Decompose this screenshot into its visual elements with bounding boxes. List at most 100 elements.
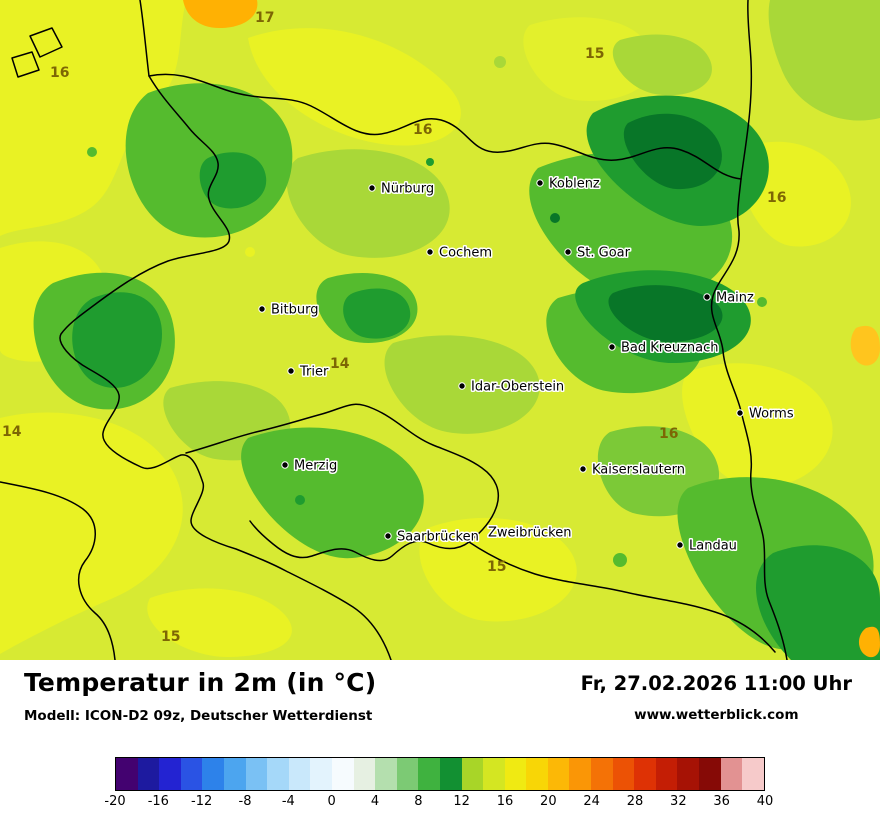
legend-tick-label: 28 (626, 794, 644, 809)
legend-color-segment (202, 758, 224, 790)
legend-color-segment (159, 758, 181, 790)
city-label: Kaiserslautern (592, 463, 685, 478)
legend-tick-label: 36 (713, 794, 730, 809)
temperature-value: 16 (413, 122, 432, 138)
legend-tick-label: -4 (281, 794, 295, 809)
legend-color-segment (461, 758, 484, 790)
city-marker-dot (676, 541, 684, 549)
border-enclave-1 (29, 27, 63, 58)
temperature-value: 14 (2, 424, 22, 440)
legend-color-segment (569, 758, 592, 790)
city-marker-dot (579, 465, 587, 473)
legend-color-segment (526, 758, 548, 790)
city-marker-dot (426, 248, 434, 256)
city-marker-dot (281, 461, 289, 469)
map-area: 17 16 15 16 16 14 14 16 15 15 Nürburg Koblenz Coche… (0, 0, 880, 660)
legend-color-segment (245, 758, 268, 790)
city-marker-dot (608, 343, 616, 351)
legend-color-segment (223, 758, 246, 790)
temperature-value: 17 (255, 10, 274, 26)
legend-color-segment (634, 758, 656, 790)
city-label: Landau (689, 539, 737, 554)
temperature-value: 14 (330, 356, 350, 372)
city-label: Worms (749, 407, 794, 422)
temperature-field (0, 0, 880, 660)
temperature-color-scale (115, 757, 765, 791)
legend-tick-label: -8 (238, 794, 252, 809)
forecast-datetime: Fr, 27.02.2026 11:00 Uhr (580, 672, 852, 695)
temperature-value: 16 (767, 190, 786, 206)
city-label: Bitburg (271, 303, 319, 318)
legend-tick-label: 0 (327, 794, 336, 809)
temperature-value-labels: 17 16 15 16 16 14 14 16 15 15 (2, 10, 786, 645)
city-marker-dot (368, 184, 376, 192)
legend-tick-label: 20 (540, 794, 557, 809)
legend-tick-label: -16 (147, 794, 169, 809)
footer-panel: Temperatur in 2m (in °C) Modell: ICON-D2… (0, 660, 880, 830)
city-marker-dot (258, 305, 266, 313)
legend-tick-label: 4 (370, 794, 380, 809)
city-marker-dot (458, 382, 466, 390)
website-link[interactable]: www.wetterblick.com (634, 707, 799, 723)
legend-color-segment (699, 758, 721, 790)
city-label: Merzig (294, 459, 337, 474)
legend-tick-label: 32 (670, 794, 687, 809)
city-marker-dot (287, 367, 295, 375)
city-label: Bad Kreuznach (621, 341, 719, 356)
legend-tick-label: 8 (414, 794, 423, 809)
temperature-value: 15 (487, 559, 506, 575)
legend-color-segment (655, 758, 678, 790)
city-label: St. Goar (577, 246, 631, 261)
legend-color-segment (288, 758, 311, 790)
border-enclave-2 (11, 51, 40, 78)
legend-color-segment (375, 758, 397, 790)
run-info-block: Fr, 27.02.2026 11:00 Uhr www.wetterblick… (581, 672, 852, 723)
border-south (468, 541, 776, 653)
legend-color-segment (116, 758, 138, 790)
legend-tick-label: 16 (496, 794, 514, 809)
legend-tick-label: 40 (756, 794, 774, 809)
legend-color-segment (547, 758, 570, 790)
city-markers: Nürburg Koblenz Cochem St. Goar Bitburg Mainz… (258, 175, 795, 555)
temperature-value: 15 (585, 46, 604, 62)
border-saarland (185, 403, 500, 562)
border-west (59, 0, 392, 660)
temperature-map: 17 16 15 16 16 14 14 16 15 15 Nürburg Koblenz Coche… (0, 0, 880, 660)
border-northeast (740, 0, 753, 180)
legend-tick-label: 12 (453, 794, 470, 809)
model-info: Modell: ICON-D2 09z, Deutscher Wetterdie… (24, 708, 373, 724)
legend-color-segment (418, 758, 440, 790)
legend-color-segment (310, 758, 332, 790)
legend-color-segment (591, 758, 613, 790)
legend-color-segment (180, 758, 203, 790)
legend-color-segment (396, 758, 419, 790)
temperature-value: 16 (659, 426, 678, 442)
legend-color-segment (677, 758, 700, 790)
city-label: Trier (299, 365, 329, 380)
temperature-scale-ticks: -20 -16 -12 -8 -4 0 4 8 12 16 20 24 28 32 36 40 (0, 794, 880, 814)
temperature-value: 15 (161, 629, 180, 645)
legend-color-segment (439, 758, 462, 790)
legend-color-segment (353, 758, 376, 790)
city-marker-dot (703, 293, 711, 301)
legend-color-segment (483, 758, 505, 790)
legend-color-segment (137, 758, 160, 790)
border-north (148, 73, 742, 180)
legend-tick-label: 24 (583, 794, 600, 809)
legend-color-segment (612, 758, 635, 790)
legend-color-segment (720, 758, 743, 790)
city-marker-dot (536, 179, 544, 187)
legend-tick-label: -20 (104, 794, 126, 809)
city-label: Mainz (716, 291, 754, 306)
border-southwest (0, 481, 116, 660)
city-label: Idar-Oberstein (471, 380, 564, 395)
city-marker-dot (564, 248, 572, 256)
city-label: Zweibrücken (488, 526, 571, 541)
legend-color-segment (742, 758, 764, 790)
legend-color-segment (504, 758, 527, 790)
city-label: Nürburg (381, 182, 434, 197)
page-title: Temperatur in 2m (in °C) (24, 668, 377, 697)
legend-tick-label: -12 (191, 794, 213, 809)
city-marker-dot (384, 532, 392, 540)
